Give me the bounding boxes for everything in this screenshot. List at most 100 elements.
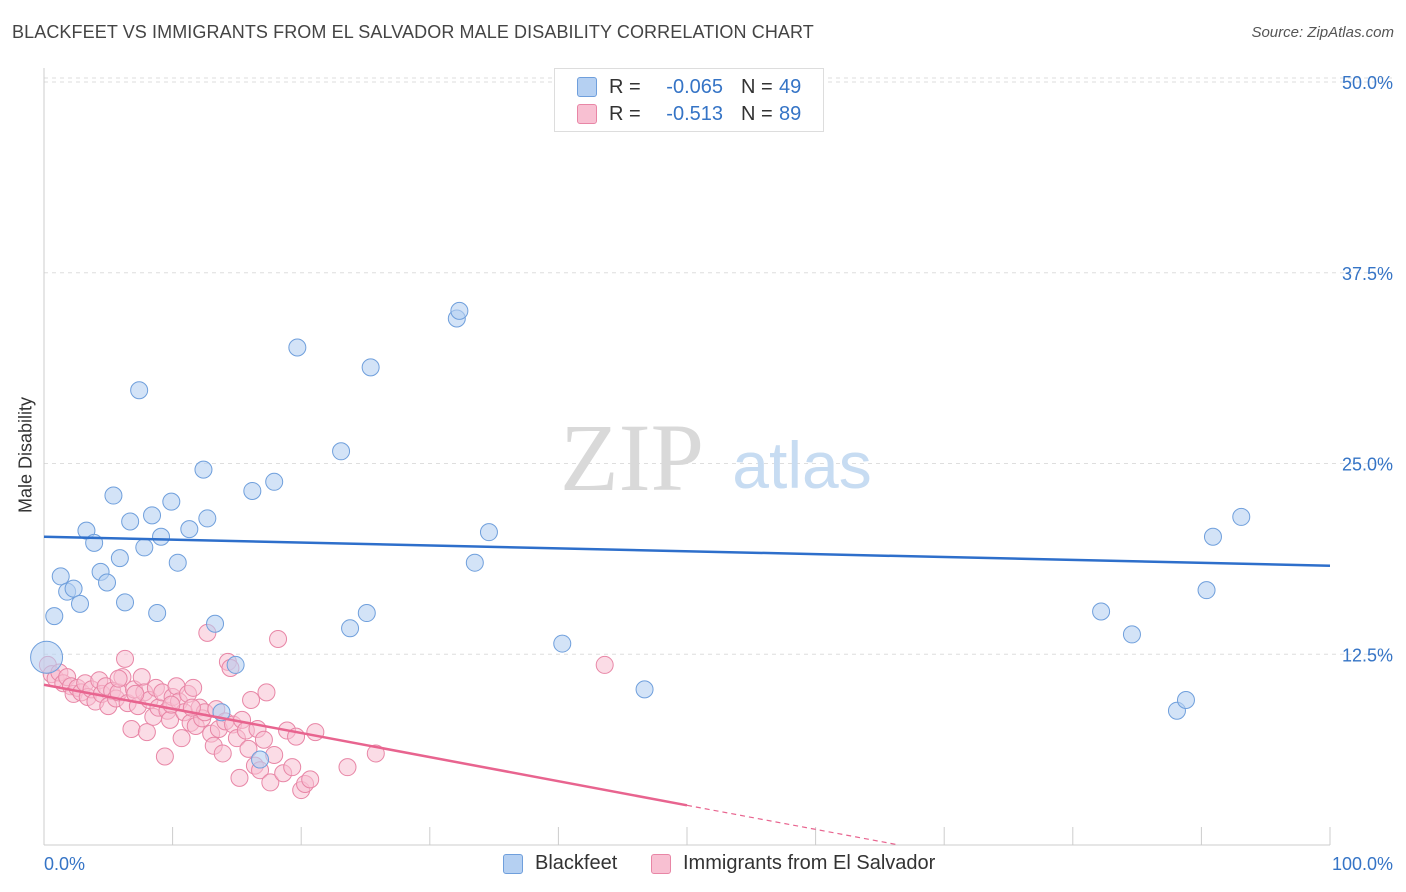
- legend-n-value: 49: [779, 75, 802, 98]
- data-point-el-salvador: [239, 739, 258, 758]
- data-point-blackfeet: [121, 512, 140, 531]
- watermark-atlas: atlas: [732, 428, 871, 502]
- data-point-el-salvador: [254, 730, 273, 749]
- data-point-blackfeet: [168, 553, 187, 572]
- legend-n-label: N =: [741, 102, 773, 125]
- data-point-blackfeet: [98, 573, 117, 592]
- data-point-blackfeet: [465, 553, 484, 572]
- data-point-el-salvador: [595, 655, 614, 674]
- legend-r-value: -0.513: [666, 102, 723, 125]
- y-tick-label: 25.0%: [1342, 455, 1393, 475]
- legend-n-label: N =: [741, 75, 773, 98]
- y-tick-label: 50.0%: [1342, 73, 1393, 93]
- data-point-blackfeet: [332, 442, 351, 461]
- legend-label-el-salvador: Immigrants from El Salvador: [683, 852, 936, 874]
- legend-item-blackfeet[interactable]: Blackfeet: [503, 852, 617, 875]
- data-point-blackfeet: [450, 301, 469, 320]
- data-point-blackfeet: [30, 640, 64, 674]
- watermark: ZIP atlas: [560, 404, 872, 511]
- tick-labels: 12.5% 25.0% 37.5% 50.0% 0.0% 100.0%: [44, 73, 1393, 874]
- data-point-el-salvador: [283, 758, 302, 777]
- grid-layer: [44, 77, 1392, 655]
- data-point-blackfeet: [135, 538, 154, 557]
- data-point-blackfeet: [243, 481, 262, 500]
- data-point-blackfeet: [71, 594, 90, 613]
- data-point-blackfeet: [341, 619, 360, 638]
- bottom-legend: Blackfeet Immigrants from El Salvador: [0, 852, 1406, 878]
- trend-line-el-salvador-extrapolated: [686, 804, 900, 846]
- data-point-blackfeet: [1232, 507, 1251, 526]
- y-tick-label: 12.5%: [1342, 645, 1393, 665]
- data-point-el-salvador: [172, 729, 191, 748]
- data-point-el-salvador: [338, 758, 357, 777]
- data-point-el-salvador: [116, 649, 135, 668]
- data-point-el-salvador: [213, 744, 232, 763]
- data-point-blackfeet: [162, 492, 181, 511]
- stats-legend: R = -0.065 N = 49 R = -0.513 N = 89: [554, 68, 824, 132]
- data-point-blackfeet: [357, 604, 376, 623]
- data-point-el-salvador: [242, 691, 261, 710]
- data-point-blackfeet: [152, 527, 171, 546]
- legend-r-label: R =: [609, 102, 641, 125]
- data-point-el-salvador: [137, 723, 156, 742]
- trend-line-el-salvador: [43, 683, 688, 807]
- data-point-blackfeet: [1203, 527, 1222, 546]
- y-tick-label: 37.5%: [1342, 264, 1393, 284]
- data-point-blackfeet: [143, 506, 162, 525]
- data-point-blackfeet: [1197, 581, 1216, 600]
- data-point-el-salvador: [122, 720, 141, 739]
- data-point-blackfeet: [45, 607, 64, 626]
- source-label: Source: ZipAtlas.com: [1251, 24, 1394, 41]
- data-point-blackfeet: [148, 604, 167, 623]
- data-point-blackfeet: [64, 579, 83, 598]
- x-tick-label: 100.0%: [1332, 854, 1393, 874]
- legend-label-blackfeet: Blackfeet: [535, 852, 618, 874]
- data-point-el-salvador: [366, 744, 385, 763]
- data-point-el-salvador: [184, 678, 203, 697]
- data-point-el-salvador: [257, 683, 276, 702]
- data-point-blackfeet: [553, 634, 572, 653]
- legend-row-el-salvador: R = -0.513 N = 89: [577, 101, 819, 127]
- blue-swatch-icon: [503, 853, 523, 874]
- trend-lines: [43, 535, 1331, 846]
- data-point-el-salvador: [261, 773, 280, 792]
- trend-line-blackfeet: [43, 535, 1331, 567]
- legend-n-value: 89: [779, 102, 802, 125]
- data-point-el-salvador: [155, 747, 174, 766]
- data-point-blackfeet: [1092, 602, 1111, 621]
- data-point-el-salvador: [132, 668, 151, 687]
- data-point-blackfeet: [251, 750, 270, 769]
- blue-swatch-icon: [577, 77, 597, 97]
- data-point-blackfeet: [479, 523, 498, 542]
- pink-series-points: [38, 623, 614, 800]
- data-point-el-salvador: [109, 669, 128, 688]
- axis-layer: [43, 68, 1331, 846]
- pink-swatch-icon: [651, 853, 671, 874]
- data-point-blackfeet: [116, 593, 135, 612]
- data-point-blackfeet: [110, 549, 129, 568]
- data-point-blackfeet: [180, 520, 199, 539]
- data-point-blackfeet: [198, 509, 217, 528]
- legend-r-label: R =: [609, 75, 641, 98]
- data-point-el-salvador: [230, 768, 249, 787]
- watermark-zip: ZIP: [560, 404, 704, 511]
- data-point-blackfeet: [51, 567, 70, 586]
- pink-swatch-icon: [577, 104, 597, 124]
- data-point-el-salvador: [269, 629, 288, 648]
- data-point-blackfeet: [1122, 625, 1141, 644]
- chart-title: BLACKFEET VS IMMIGRANTS FROM EL SALVADOR…: [12, 22, 814, 42]
- data-point-blackfeet: [361, 358, 380, 377]
- data-point-blackfeet: [104, 486, 123, 505]
- x-tick-label: 0.0%: [44, 854, 85, 874]
- data-point-blackfeet: [130, 381, 149, 400]
- data-point-blackfeet: [288, 338, 307, 357]
- data-point-blackfeet: [265, 472, 284, 491]
- data-point-blackfeet: [206, 614, 225, 633]
- data-point-blackfeet: [1176, 691, 1195, 710]
- legend-row-blackfeet: R = -0.065 N = 49: [577, 74, 819, 100]
- legend-item-el-salvador[interactable]: Immigrants from El Salvador: [651, 852, 935, 875]
- data-point-blackfeet: [635, 680, 654, 699]
- data-point-blackfeet: [226, 655, 245, 674]
- data-point-el-salvador: [301, 770, 320, 789]
